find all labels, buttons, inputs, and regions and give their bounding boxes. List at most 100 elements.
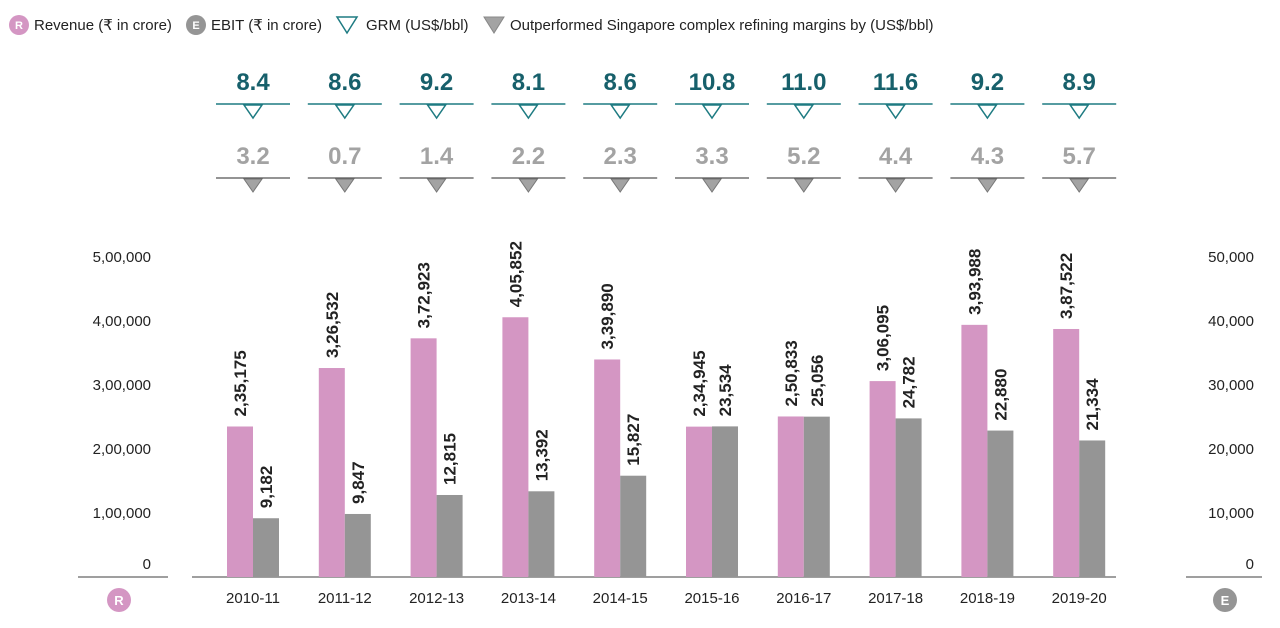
category-label: 2018-19 xyxy=(960,590,1015,607)
revenue-bar xyxy=(318,368,345,577)
revenue-data-label: 4,05,852 xyxy=(506,241,525,307)
right-axis-tick-label: 20,000 xyxy=(1208,441,1254,458)
ebit-axis-badge-icon xyxy=(1213,588,1237,612)
outperformed-value: 5.2 xyxy=(787,143,820,170)
grm-triangle-icon xyxy=(609,104,631,120)
ebit-data-label: 9,182 xyxy=(257,466,276,509)
grm-value: 8.9 xyxy=(1063,69,1096,96)
right-axis-tick-label: 10,000 xyxy=(1208,505,1254,522)
outperformed-value: 2.2 xyxy=(512,143,545,170)
category-label: 2012-13 xyxy=(409,590,464,607)
category-label: 2017-18 xyxy=(868,590,923,607)
left-axis-tick-label: 0 xyxy=(143,556,151,573)
outperformed-triangle-icon xyxy=(334,178,355,193)
outperformed-triangle-icon xyxy=(702,178,722,193)
grm-triangle-icon xyxy=(701,104,723,120)
revenue-bar xyxy=(502,317,529,577)
revenue-bar xyxy=(410,338,437,577)
legend-revenue-label: Revenue (₹ in crore) xyxy=(34,17,172,34)
category-label: 2014-15 xyxy=(593,590,648,607)
grm-value: 8.6 xyxy=(328,69,361,96)
category-label: 2019-20 xyxy=(1052,590,1107,607)
category-label: 2015-16 xyxy=(684,590,739,607)
legend-grm-label: GRM (US$/bbl) xyxy=(366,17,469,34)
ebit-data-label: 9,847 xyxy=(349,461,368,504)
left-axis-tick-label: 4,00,000 xyxy=(93,313,151,330)
revenue-data-label: 2,50,833 xyxy=(782,340,801,406)
revenue-bar xyxy=(1053,328,1080,577)
left-axis: 0 1,00,000 2,00,000 3,00,000 4,00,000 5,00,00… xyxy=(78,249,168,578)
left-axis-tick-label: 5,00,000 xyxy=(93,249,151,266)
ebit-bar xyxy=(528,491,555,577)
grm-value: 11.0 xyxy=(781,69,826,96)
legend-item-revenue: R Revenue (₹ in crore) xyxy=(9,15,172,35)
outperformed-value: 3.3 xyxy=(695,143,728,170)
grm-triangle-icon xyxy=(793,104,815,120)
right-axis-tick-label: 50,000 xyxy=(1208,249,1254,266)
revenue-axis-badge-icon xyxy=(107,588,131,612)
outperformed-value: 4.3 xyxy=(971,143,1004,170)
revenue-badge-letter: R xyxy=(15,20,23,32)
grm-triangle-icon xyxy=(334,104,356,120)
outperformed-value: 5.7 xyxy=(1063,143,1096,170)
ebit-bar xyxy=(1079,440,1106,577)
revenue-data-label: 3,39,890 xyxy=(598,283,617,349)
legend: R Revenue (₹ in crore) E EBIT (₹ in cror… xyxy=(9,15,934,35)
grm-triangle-icon xyxy=(885,104,907,120)
legend-item-ebit: E EBIT (₹ in crore) xyxy=(186,15,322,35)
revenue-bar xyxy=(869,381,896,577)
revenue-bar xyxy=(686,426,712,577)
ebit-bar xyxy=(344,513,371,577)
revenue-bar xyxy=(777,416,804,577)
left-axis-tick-label: 1,00,000 xyxy=(93,505,151,522)
category-label: 2016-17 xyxy=(776,590,831,607)
outperformed-value: 2.3 xyxy=(604,143,637,170)
outperformed-triangle-icon xyxy=(793,178,814,193)
grm-value: 9.2 xyxy=(971,69,1004,96)
revenue-data-label: 3,26,532 xyxy=(323,292,342,358)
revenue-bar xyxy=(961,324,988,577)
right-axis-badge-letter: E xyxy=(1221,593,1230,608)
outperformed-value: 4.4 xyxy=(879,143,913,170)
outperformed-triangle-icon xyxy=(483,16,505,34)
left-axis-badge-letter: R xyxy=(114,593,124,608)
left-axis-tick-label: 3,00,000 xyxy=(93,377,151,394)
revenue-data-label: 3,87,522 xyxy=(1057,253,1076,319)
ebit-data-label: 21,334 xyxy=(1083,378,1102,431)
category-labels: 2010-11 2011-12 2012-13 2013-14 2014-15 2015-… xyxy=(226,590,1107,607)
outperformed-value: 1.4 xyxy=(420,143,454,170)
ebit-data-label: 25,056 xyxy=(808,355,827,407)
left-axis-badge: R xyxy=(107,588,131,612)
grm-value: 10.8 xyxy=(689,69,736,96)
ebit-data-label: 13,392 xyxy=(532,429,551,481)
ebit-bar xyxy=(620,475,647,577)
outperformed-triangle-icon xyxy=(518,178,539,193)
legend-item-grm: GRM (US$/bbl) xyxy=(335,16,469,35)
ebit-bar xyxy=(712,426,738,577)
outperformed-triangle-icon xyxy=(1069,178,1090,193)
outperformed-row: 3.2 0.7 1.4 2.2 2.3 3.3 5.2 4.4 4.3 5.7 xyxy=(216,143,1117,193)
ebit-bar xyxy=(987,430,1014,577)
category-label: 2011-12 xyxy=(318,590,372,607)
ebit-bar xyxy=(895,418,922,577)
ebit-badge-icon xyxy=(186,15,206,35)
grm-triangle-icon xyxy=(1068,104,1090,120)
revenue-bar xyxy=(594,359,621,577)
revenue-data-label: 2,35,175 xyxy=(231,350,250,416)
ebit-data-label: 22,880 xyxy=(991,369,1010,421)
outperformed-triangle-icon xyxy=(243,178,263,193)
right-axis-tick-label: 40,000 xyxy=(1208,313,1254,330)
revenue-badge-icon xyxy=(9,15,29,35)
grm-value: 11.6 xyxy=(873,69,918,96)
grm-value: 9.2 xyxy=(420,69,453,96)
category-label: 2013-14 xyxy=(501,590,556,607)
outperformed-triangle-icon xyxy=(426,178,447,193)
ebit-data-label: 24,782 xyxy=(900,356,919,408)
legend-item-outperformed: Outperformed Singapore complex refining … xyxy=(483,16,934,34)
ebit-bar xyxy=(253,518,279,577)
revenue-bar xyxy=(227,426,253,577)
legend-ebit-label: EBIT (₹ in crore) xyxy=(211,17,322,34)
outperformed-value: 3.2 xyxy=(236,143,269,170)
revenue-data-label: 2,34,945 xyxy=(690,350,709,416)
